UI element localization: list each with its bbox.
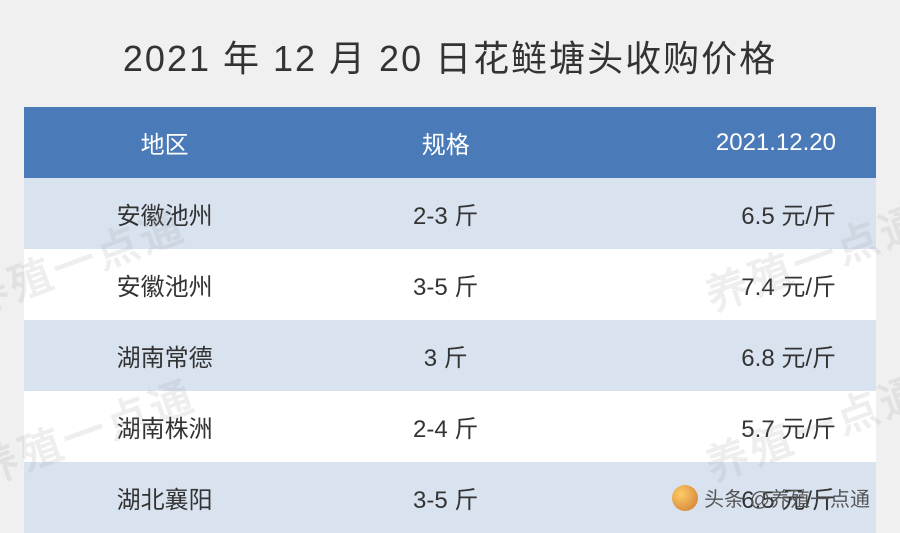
attribution-icon [672, 485, 698, 511]
cell-spec: 2-4 斤 [305, 391, 586, 462]
table-row: 湖南常德 3 斤 6.8 元/斤 [24, 320, 876, 391]
page-title: 2021 年 12 月 20 日花鲢塘头收购价格 [0, 0, 900, 107]
cell-spec: 3-5 斤 [305, 462, 586, 533]
cell-spec: 3-5 斤 [305, 249, 586, 320]
cell-spec: 2-3 斤 [305, 178, 586, 249]
attribution-text: 头条 @养殖一点通 [704, 483, 870, 512]
cell-price: 6.8 元/斤 [586, 320, 876, 391]
table-row: 安徽池州 2-3 斤 6.5 元/斤 [24, 178, 876, 249]
table-row: 安徽池州 3-5 斤 7.4 元/斤 [24, 249, 876, 320]
cell-spec: 3 斤 [305, 320, 586, 391]
cell-region: 湖南常德 [24, 320, 305, 391]
cell-region: 安徽池州 [24, 249, 305, 320]
table-row: 湖南株洲 2-4 斤 5.7 元/斤 [24, 391, 876, 462]
price-table-wrap: 地区 规格 2021.12.20 安徽池州 2-3 斤 6.5 元/斤 安徽池州… [0, 107, 900, 533]
cell-region: 湖北襄阳 [24, 462, 305, 533]
cell-price: 5.7 元/斤 [586, 391, 876, 462]
col-date-header: 2021.12.20 [586, 107, 876, 178]
cell-region: 湖南株洲 [24, 391, 305, 462]
col-region-header: 地区 [24, 107, 305, 178]
attribution: 头条 @养殖一点通 [672, 483, 870, 512]
col-spec-header: 规格 [305, 107, 586, 178]
price-table: 地区 规格 2021.12.20 安徽池州 2-3 斤 6.5 元/斤 安徽池州… [24, 107, 876, 533]
table-header-row: 地区 规格 2021.12.20 [24, 107, 876, 178]
cell-region: 安徽池州 [24, 178, 305, 249]
cell-price: 7.4 元/斤 [586, 249, 876, 320]
cell-price: 6.5 元/斤 [586, 178, 876, 249]
